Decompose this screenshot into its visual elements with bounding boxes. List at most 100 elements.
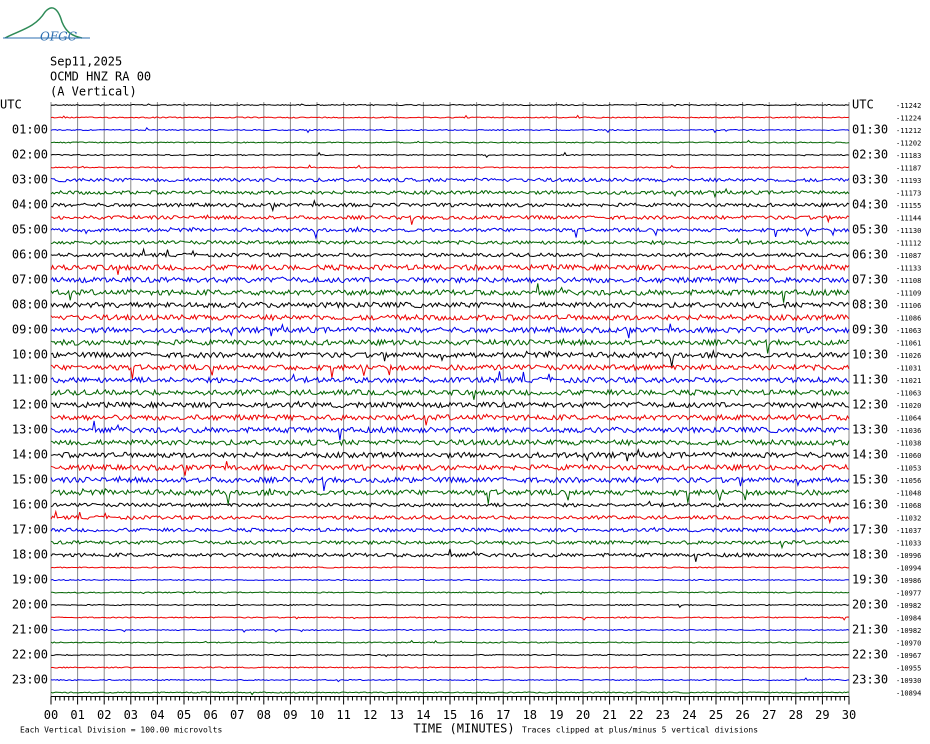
trace-offset: -11183 — [896, 152, 921, 160]
x-tick-label: 17 — [496, 708, 510, 722]
x-tick-label: 27 — [762, 708, 776, 722]
right-label: 15:30 — [852, 473, 888, 487]
right-label: 18:30 — [852, 548, 888, 562]
left-label: UTC — [0, 98, 22, 112]
trace-offset: -11038 — [896, 440, 921, 448]
trace-offset: -11086 — [896, 315, 921, 323]
trace — [50, 539, 850, 550]
trace-offset: -10986 — [896, 577, 921, 585]
x-tick-label: 14 — [416, 708, 430, 722]
left-label: 07:00 — [12, 273, 48, 287]
left-label: 09:00 — [12, 323, 48, 337]
left-label: 11:00 — [12, 373, 48, 387]
left-label: 17:00 — [12, 523, 48, 537]
trace — [51, 616, 850, 621]
left-label: 10:00 — [12, 348, 48, 362]
left-label: 19:00 — [12, 573, 48, 587]
trace — [50, 487, 850, 505]
trace — [50, 187, 850, 199]
trace — [50, 447, 850, 462]
trace — [50, 413, 850, 426]
right-label: 21:30 — [852, 623, 888, 637]
trace — [50, 639, 850, 644]
trace-offset: -11106 — [896, 302, 921, 310]
trace — [50, 400, 850, 410]
trace — [50, 237, 850, 246]
trace — [50, 103, 850, 107]
right-label: 10:30 — [852, 348, 888, 362]
trace-offset: -11108 — [896, 277, 921, 285]
x-tick-label: 29 — [815, 708, 829, 722]
trace — [50, 371, 850, 384]
date: Sep11,2025 — [50, 55, 122, 69]
right-label: 17:30 — [852, 523, 888, 537]
trace-offset: -11031 — [896, 365, 921, 373]
x-tick-label: 00 — [44, 708, 58, 722]
x-tick-label: 07 — [230, 708, 244, 722]
trace — [50, 313, 850, 322]
trace — [50, 548, 850, 562]
x-tick-label: 01 — [70, 708, 84, 722]
trace — [50, 139, 850, 144]
trace-offset: -11056 — [896, 477, 921, 485]
x-tick-label: 08 — [257, 708, 271, 722]
trace-offset: -11109 — [896, 290, 921, 298]
x-tick-label: 21 — [602, 708, 616, 722]
trace — [50, 628, 850, 633]
trace-offset: -11068 — [896, 502, 921, 510]
trace — [50, 420, 850, 441]
right-label: 22:30 — [852, 648, 888, 662]
trace — [50, 566, 850, 569]
trace-offset: -11063 — [896, 390, 921, 398]
right-label: 09:30 — [852, 323, 888, 337]
left-label: 15:00 — [12, 473, 48, 487]
trace-offset: -11037 — [896, 527, 921, 535]
trace — [50, 653, 850, 658]
left-label: 22:00 — [12, 648, 48, 662]
x-tick-label: 13 — [390, 708, 404, 722]
trace — [50, 677, 850, 683]
trace-offset: -11060 — [896, 452, 921, 460]
x-tick-label: 18 — [523, 708, 537, 722]
left-label: 12:00 — [12, 398, 48, 412]
left-label: 20:00 — [12, 598, 48, 612]
trace — [50, 590, 850, 595]
right-label: 11:30 — [852, 373, 888, 387]
trace-offset: -11026 — [896, 352, 921, 360]
trace — [50, 247, 850, 258]
right-label: 05:30 — [852, 223, 888, 237]
right-label: 04:30 — [852, 198, 888, 212]
trace — [50, 691, 849, 696]
trace — [50, 301, 850, 309]
right-label: 20:30 — [852, 598, 888, 612]
right-label: 23:30 — [852, 673, 888, 687]
right-label: 02:30 — [852, 148, 888, 162]
left-label: 03:00 — [12, 173, 48, 187]
trace-offset: -11020 — [896, 402, 921, 410]
trace — [50, 438, 850, 447]
x-axis-label: TIME (MINUTES) — [413, 722, 514, 736]
x-tick-label: 09 — [283, 708, 297, 722]
trace-offset: -11130 — [896, 227, 921, 235]
trace-offset: -11144 — [896, 215, 921, 223]
right-label: 07:30 — [852, 273, 888, 287]
trace — [50, 126, 850, 134]
x-tick-label: 05 — [177, 708, 191, 722]
trace — [50, 388, 850, 400]
trace — [50, 177, 850, 183]
trace-offset: -10967 — [896, 652, 921, 660]
trace-offset: -11112 — [896, 240, 921, 248]
trace-offset: -11202 — [896, 140, 921, 148]
left-label: 01:00 — [12, 123, 48, 137]
trace-offset: -10982 — [896, 602, 921, 610]
right-label: 13:30 — [852, 423, 888, 437]
left-label: 14:00 — [12, 448, 48, 462]
left-label: 02:00 — [12, 148, 48, 162]
trace — [50, 578, 850, 582]
trace-offset: -10955 — [896, 665, 921, 673]
trace-offset: -10996 — [896, 552, 921, 560]
left-label: 13:00 — [12, 423, 48, 437]
trace — [50, 509, 850, 525]
trace-offset: -11048 — [896, 490, 921, 498]
